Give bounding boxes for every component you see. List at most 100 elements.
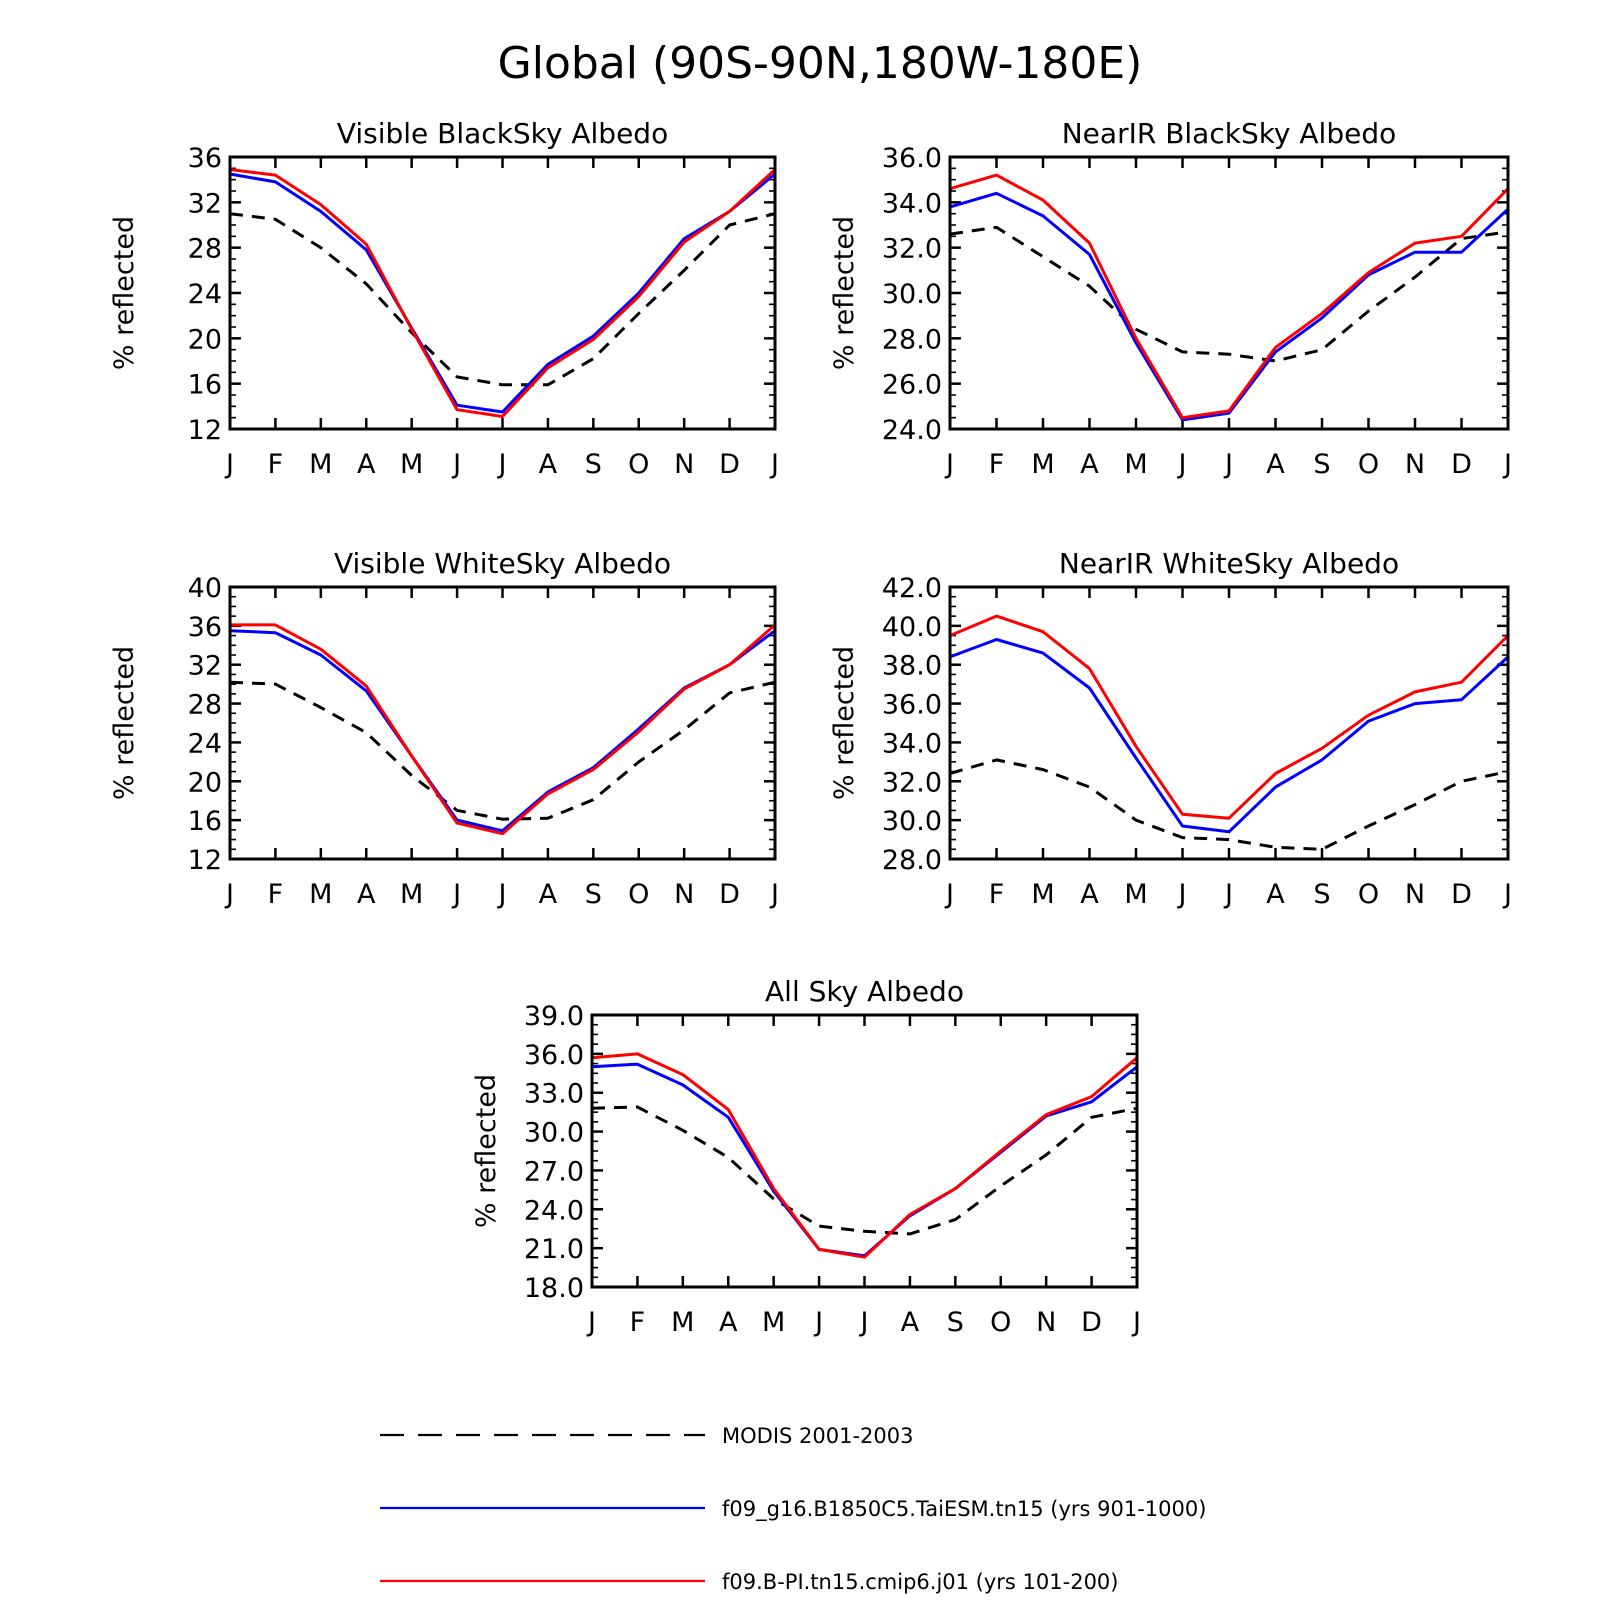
x-tick-label: J: [224, 879, 234, 910]
y-tick-label: 32.0: [882, 767, 942, 798]
y-tick-label: 12: [188, 845, 222, 876]
y-tick-label: 30.0: [882, 279, 942, 310]
x-tick-label: J: [944, 879, 954, 910]
x-tick-label: D: [1451, 879, 1472, 910]
series-line-cmip6: [229, 168, 777, 418]
y-axis-label: % reflected: [109, 646, 140, 800]
series-line-taiesm: [229, 629, 776, 833]
y-tick-label: 24: [188, 279, 222, 310]
x-tick-label: M: [1031, 879, 1054, 910]
panel-title: Visible BlackSky Albedo: [337, 117, 668, 150]
legend-item-cmip6: f09.B-PI.tn15.cmip6.j01 (yrs 101-200): [380, 1570, 1119, 1594]
x-tick-label: N: [1405, 879, 1425, 910]
y-tick-label: 42.0: [882, 573, 942, 604]
y-axis-label: % reflected: [829, 646, 860, 800]
y-axis-label: % reflected: [471, 1074, 502, 1228]
x-tick-label: S: [585, 879, 602, 910]
legend-label: f09_g16.B1850C5.TaiESM.tn15 (yrs 901-100…: [722, 1497, 1206, 1522]
y-tick-label: 40.0: [882, 612, 942, 643]
legend-item-modis: MODIS 2001-2003: [380, 1424, 913, 1448]
x-tick-label: M: [1124, 449, 1147, 480]
series-line-taiesm: [229, 172, 776, 414]
x-tick-label: O: [990, 1307, 1011, 1338]
series-line-cmip6: [949, 614, 1510, 820]
x-tick-label: J: [1502, 879, 1512, 910]
y-tick-label: 36.0: [524, 1040, 584, 1071]
x-tick-label: J: [586, 1307, 596, 1338]
x-tick-label: D: [719, 879, 740, 910]
x-tick-label: D: [1451, 449, 1472, 480]
x-tick-label: F: [630, 1307, 646, 1338]
x-tick-label: S: [1313, 449, 1330, 480]
x-tick-label: A: [719, 1307, 738, 1338]
x-tick-label: F: [268, 449, 284, 480]
x-tick-label: A: [1080, 449, 1099, 480]
x-tick-label: M: [762, 1307, 785, 1338]
panel-title: NearIR BlackSky Albedo: [1062, 117, 1397, 150]
y-tick-label: 20: [188, 767, 222, 798]
x-tick-label: J: [859, 1307, 869, 1338]
x-tick-label: A: [1266, 879, 1285, 910]
x-tick-label: M: [309, 879, 332, 910]
y-tick-label: 36.0: [882, 690, 942, 721]
y-tick-label: 28.0: [882, 845, 942, 876]
legend-item-taiesm: f09_g16.B1850C5.TaiESM.tn15 (yrs 901-100…: [380, 1497, 1206, 1522]
legend-label: f09.B-PI.tn15.cmip6.j01 (yrs 101-200): [722, 1570, 1119, 1594]
y-tick-label: 24: [188, 728, 222, 759]
y-tick-label: 40: [188, 573, 222, 604]
x-tick-label: J: [769, 449, 779, 480]
x-tick-label: A: [357, 879, 376, 910]
x-tick-label: S: [1313, 879, 1330, 910]
y-tick-label: 16: [188, 806, 222, 837]
y-tick-label: 28: [188, 234, 222, 265]
y-tick-label: 24.0: [882, 415, 942, 446]
series-line-taiesm: [949, 638, 1510, 834]
y-tick-label: 38.0: [882, 651, 942, 682]
plot-frame: [948, 155, 1510, 431]
series-line-modis: [591, 1105, 1138, 1236]
y-tick-label: 20: [188, 324, 222, 355]
y-axis-label: % reflected: [109, 216, 140, 370]
plot-frame: [590, 1013, 1139, 1289]
y-tick-label: 32: [188, 651, 222, 682]
x-tick-label: M: [400, 879, 423, 910]
x-tick-label: F: [989, 449, 1005, 480]
x-tick-label: J: [769, 879, 779, 910]
y-tick-label: 28: [188, 690, 222, 721]
series-line-modis: [229, 680, 776, 821]
y-tick-label: 30.0: [882, 806, 942, 837]
x-tick-label: N: [674, 879, 694, 910]
x-tick-label: F: [989, 879, 1005, 910]
x-tick-label: J: [1223, 879, 1233, 910]
x-tick-label: S: [585, 449, 602, 480]
x-tick-label: A: [357, 449, 376, 480]
series-line-cmip6: [949, 173, 1510, 420]
x-tick-label: A: [539, 879, 558, 910]
x-tick-label: J: [451, 879, 461, 910]
series-line-cmip6: [591, 1052, 1138, 1259]
x-tick-label: J: [497, 879, 507, 910]
series-line-taiesm: [949, 191, 1510, 422]
panel-title: NearIR WhiteSky Albedo: [1059, 547, 1399, 580]
x-tick-label: M: [671, 1307, 694, 1338]
x-tick-label: J: [1502, 449, 1512, 480]
y-tick-label: 33.0: [524, 1079, 584, 1110]
y-tick-label: 34.0: [882, 188, 942, 219]
plot-frame: [228, 585, 777, 861]
x-tick-label: A: [1080, 879, 1099, 910]
x-tick-label: A: [901, 1307, 920, 1338]
y-tick-label: 18.0: [524, 1273, 584, 1304]
x-tick-label: J: [224, 449, 234, 480]
x-tick-label: J: [497, 449, 507, 480]
panel-title: Visible WhiteSky Albedo: [334, 547, 671, 580]
series-line-modis: [949, 758, 1509, 851]
x-tick-label: N: [674, 449, 694, 480]
y-tick-label: 30.0: [524, 1118, 584, 1149]
x-tick-label: O: [628, 879, 649, 910]
x-tick-label: M: [1124, 879, 1147, 910]
x-tick-label: A: [1266, 449, 1285, 480]
